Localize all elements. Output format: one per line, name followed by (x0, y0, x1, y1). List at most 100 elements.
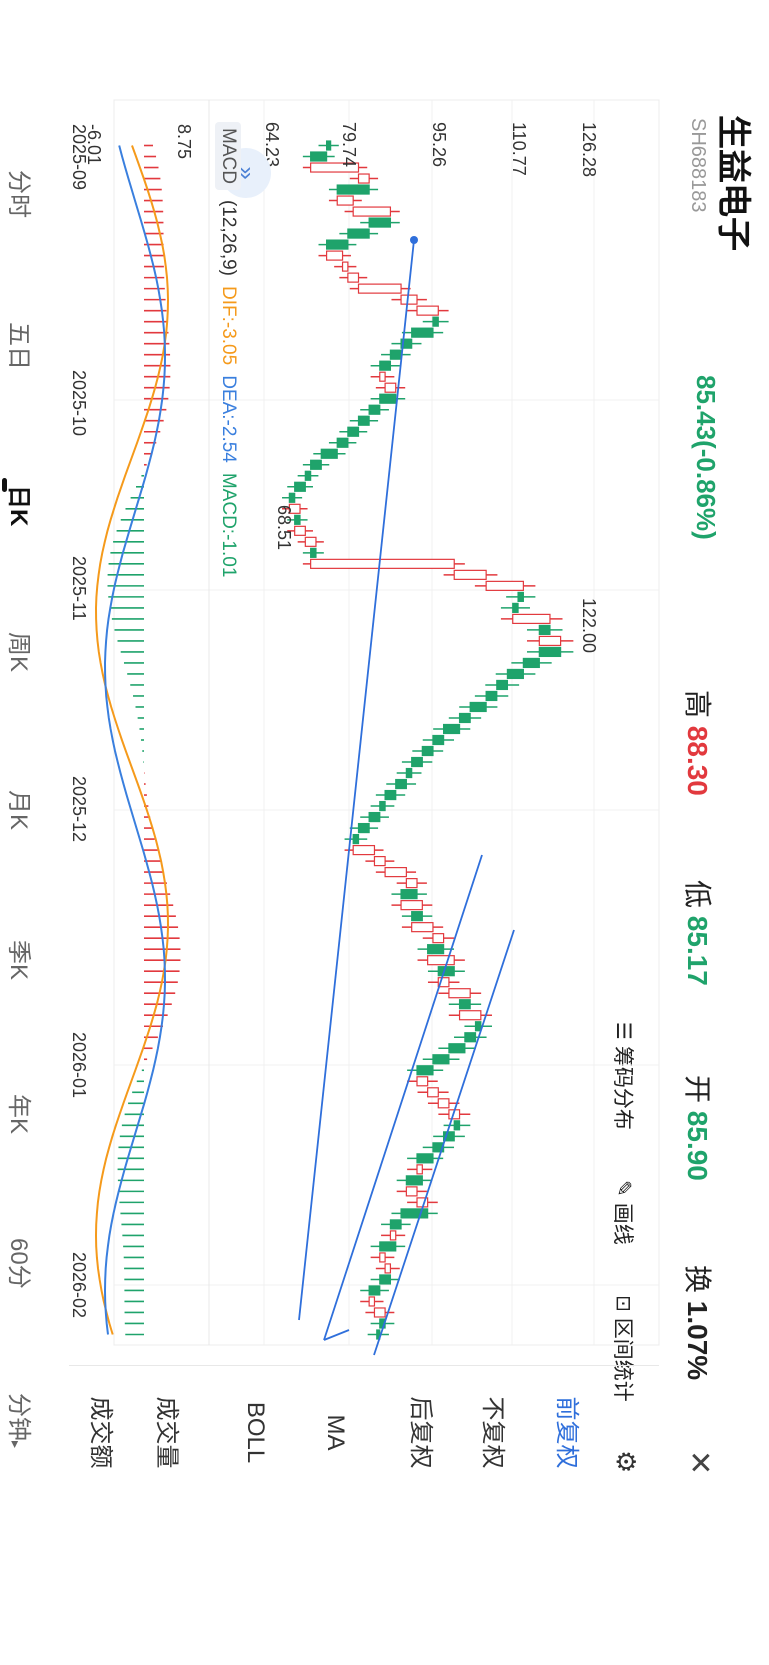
candle (495, 668, 536, 680)
candle (349, 283, 411, 294)
active-tab-indicator (2, 478, 7, 492)
tab-five-day[interactable]: 五日 (5, 322, 32, 370)
candle (396, 1175, 433, 1186)
side-item-forward-adjust[interactable]: 前复权 (553, 1396, 580, 1469)
candle (365, 1307, 395, 1318)
candle (407, 1153, 444, 1164)
candle (433, 1131, 465, 1142)
candle (454, 1032, 487, 1043)
candle (401, 327, 444, 338)
candle (459, 701, 498, 713)
side-item-boll[interactable]: BOLL (242, 1401, 269, 1464)
macd-dif: DIF:-3.05 (218, 286, 239, 366)
candle (407, 1164, 433, 1175)
tab-yearly-k[interactable]: 年K (5, 1094, 32, 1135)
tab-minute-label: 分钟 (5, 1393, 32, 1441)
candle (396, 878, 427, 889)
candle (328, 437, 357, 448)
candle (401, 922, 444, 933)
macd-legend: MACD (12,26,9) DIF:-3.05 DEA:-2.54 MACD:… (215, 122, 241, 577)
dropdown-icon: ▸ (8, 1441, 24, 1449)
candle (287, 514, 308, 525)
max-price-annotation: 122.00 (579, 598, 599, 654)
candle (339, 426, 368, 437)
tab-weekly-k[interactable]: 周K (5, 632, 32, 673)
date-tick-2: 2025-11 (69, 556, 89, 621)
candle (391, 900, 433, 911)
side-item-ma[interactable]: MA (322, 1414, 349, 1451)
side-item-volume[interactable]: 成交量 (153, 1396, 180, 1469)
date-tick-3: 2025-12 (69, 776, 89, 843)
candle (427, 966, 465, 977)
tab-intraday[interactable]: 分时 (5, 170, 32, 218)
candle (360, 404, 389, 415)
candle (370, 360, 400, 371)
candle (401, 756, 433, 768)
candle (370, 371, 395, 382)
candle (328, 184, 379, 195)
candle (349, 415, 379, 426)
candle (391, 294, 427, 305)
candle (417, 1087, 449, 1098)
dea-line (103, 145, 167, 1335)
candle (433, 723, 471, 735)
candle (443, 1120, 471, 1131)
candle (500, 613, 563, 625)
candle (438, 1043, 476, 1054)
candle (464, 1021, 492, 1032)
channel-line-upper (323, 854, 483, 1341)
min-price-annotation: 68.51 (274, 505, 294, 551)
candle (511, 657, 552, 669)
candle (422, 933, 455, 944)
macd-indicator-button[interactable]: MACD (215, 122, 241, 190)
side-item-backward-adjust[interactable]: 后复权 (407, 1396, 434, 1469)
candle (474, 690, 509, 702)
candle (526, 624, 563, 636)
trend-lines (298, 236, 515, 1356)
candle (427, 977, 460, 988)
candle (407, 305, 449, 316)
date-tick-1: 2025-10 (69, 370, 89, 437)
tab-monthly-k[interactable]: 月K (5, 790, 32, 831)
candle (381, 1230, 406, 1241)
candle (370, 800, 395, 812)
candlesticks (282, 140, 574, 1340)
candle (367, 1329, 389, 1340)
candle (297, 470, 319, 481)
candle (349, 173, 379, 184)
candle (417, 955, 465, 966)
tab-minute[interactable]: 分钟▸ (4, 1393, 39, 1448)
candle (318, 239, 357, 250)
candle (448, 999, 482, 1010)
candle (422, 1142, 455, 1153)
candle (375, 1263, 400, 1274)
chart-frame (113, 99, 660, 1346)
candle (302, 459, 330, 470)
macd-value: MACD:-1.01 (218, 472, 239, 578)
tab-60min[interactable]: 60分 (5, 1238, 32, 1289)
candle (401, 911, 433, 922)
candle (297, 536, 324, 547)
candle (412, 745, 444, 757)
candle (438, 1109, 471, 1120)
tab-daily-k[interactable]: 日K (5, 485, 32, 527)
candle (396, 767, 422, 779)
candle (349, 822, 379, 834)
candle (391, 338, 422, 349)
candle (334, 261, 357, 272)
tab-quarterly-k[interactable]: 季K (5, 940, 32, 981)
candle (360, 217, 400, 228)
side-item-turnover-amount[interactable]: 成交额 (87, 1396, 114, 1469)
candle (381, 1219, 411, 1230)
candle (282, 503, 308, 514)
candle (485, 679, 520, 691)
candle (438, 988, 482, 999)
candle (370, 1241, 406, 1252)
candle (360, 1296, 384, 1307)
date-tick-0: 2025-09 (69, 124, 89, 191)
side-item-no-adjust[interactable]: 不复权 (479, 1396, 506, 1469)
date-tick-5: 2026-02 (69, 1252, 89, 1319)
candle (381, 349, 411, 360)
macd-lines (94, 145, 170, 1335)
